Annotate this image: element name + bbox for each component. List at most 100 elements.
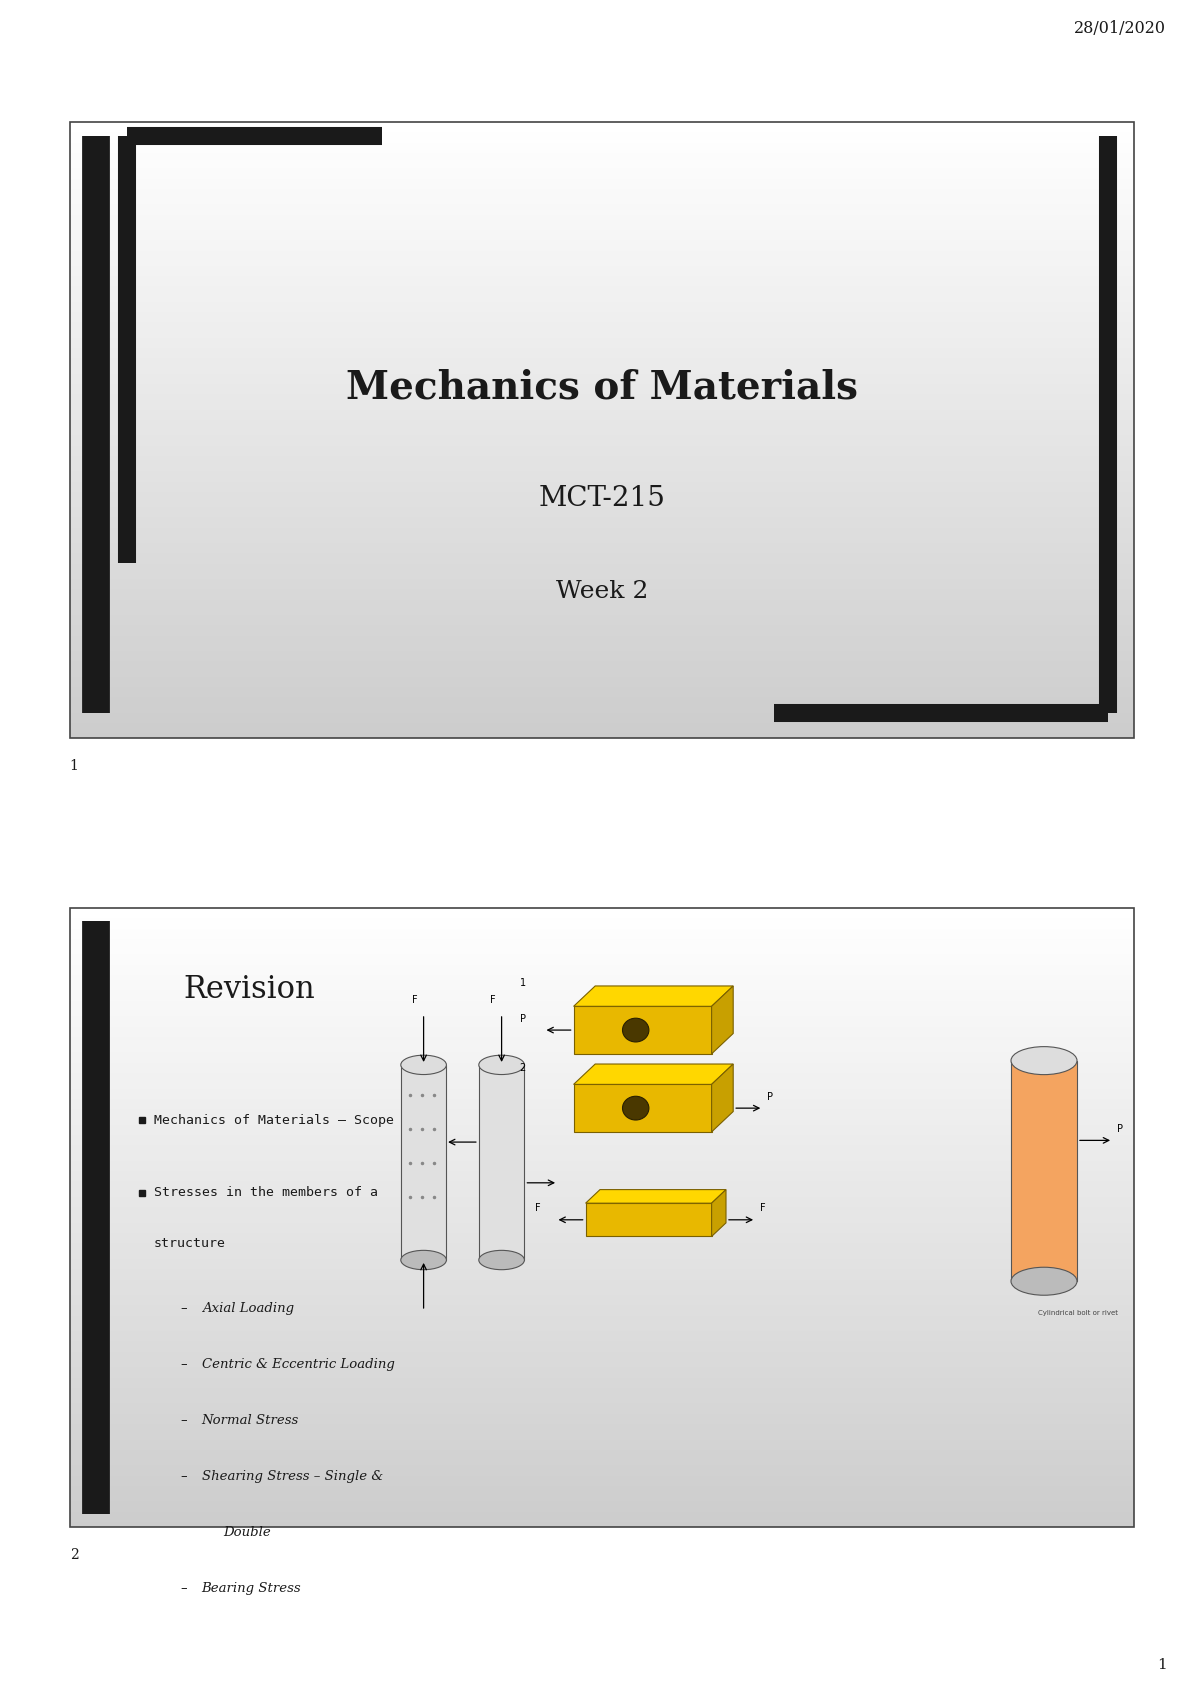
Bar	[70, 697, 1134, 703]
Ellipse shape	[1010, 1268, 1078, 1295]
Text: 28/01/2020: 28/01/2020	[1074, 20, 1166, 37]
Bar	[70, 1017, 1134, 1022]
Bar	[70, 368, 1134, 373]
Bar	[70, 1073, 1134, 1078]
Bar	[70, 1290, 1134, 1295]
Bar	[70, 1353, 1134, 1358]
Bar	[70, 1502, 1134, 1507]
Bar	[70, 1444, 1134, 1449]
Bar	[70, 1330, 1134, 1336]
Bar	[70, 297, 1134, 302]
Bar	[70, 507, 1134, 512]
Bar	[70, 292, 1134, 297]
Bar	[70, 188, 1134, 193]
Bar	[70, 193, 1134, 199]
Bar	[70, 1414, 1134, 1419]
Bar	[70, 971, 1134, 976]
Bar	[70, 1320, 1134, 1325]
Bar	[70, 122, 1134, 127]
Bar	[70, 137, 1134, 143]
Bar	[70, 363, 1134, 368]
Bar	[70, 1398, 1134, 1403]
Bar	[70, 918, 1134, 923]
Bar	[70, 178, 1134, 183]
Bar	[70, 692, 1134, 697]
Bar	[70, 1497, 1134, 1502]
Bar	[70, 1145, 1134, 1151]
Bar	[70, 667, 1134, 672]
Bar	[70, 204, 1134, 209]
Bar	[70, 1373, 1134, 1378]
Bar	[70, 574, 1134, 579]
Bar	[70, 338, 1134, 343]
Bar	[70, 1244, 1134, 1249]
Text: –: –	[180, 1470, 187, 1483]
Bar	[70, 959, 1134, 964]
Bar	[70, 1439, 1134, 1444]
Bar	[70, 477, 1134, 482]
Bar	[70, 1466, 1134, 1471]
Bar	[70, 251, 1134, 256]
Bar	[70, 358, 1134, 363]
Bar	[70, 272, 1134, 277]
Bar	[70, 389, 1134, 394]
Bar	[70, 1454, 1134, 1459]
Text: P: P	[1116, 1123, 1123, 1134]
Ellipse shape	[479, 1056, 524, 1074]
Bar	[70, 1125, 1134, 1130]
Bar	[70, 487, 1134, 492]
Text: Stresses in the members of a: Stresses in the members of a	[154, 1186, 378, 1200]
Text: F: F	[412, 996, 418, 1005]
Bar	[70, 548, 1134, 553]
Polygon shape	[574, 986, 733, 1006]
Text: 2: 2	[70, 1548, 78, 1561]
Bar	[70, 723, 1134, 728]
Bar	[70, 1310, 1134, 1315]
Bar	[70, 630, 1134, 635]
Bar	[70, 1459, 1134, 1466]
Bar	[70, 1212, 1134, 1218]
Bar	[70, 568, 1134, 574]
Bar	[70, 424, 1134, 429]
Bar	[70, 538, 1134, 543]
Bar	[70, 1512, 1134, 1517]
Bar	[70, 1115, 1134, 1120]
Text: 1: 1	[520, 977, 526, 988]
Bar	[70, 492, 1134, 497]
Bar	[70, 328, 1134, 333]
Polygon shape	[586, 1190, 726, 1203]
Bar	[70, 1449, 1134, 1454]
Bar	[70, 1057, 1134, 1062]
Bar	[70, 1083, 1134, 1088]
Text: Mechanics of Materials: Mechanics of Materials	[346, 368, 858, 407]
Bar	[70, 619, 1134, 624]
Bar	[70, 579, 1134, 584]
Ellipse shape	[401, 1056, 446, 1074]
Polygon shape	[574, 1064, 733, 1084]
Text: Axial Loading: Axial Loading	[202, 1302, 294, 1315]
Bar	[70, 353, 1134, 358]
Bar	[70, 1424, 1134, 1429]
Text: F: F	[490, 996, 496, 1005]
Bar	[70, 677, 1134, 682]
Bar	[70, 1419, 1134, 1424]
Bar	[70, 173, 1134, 178]
Bar	[70, 456, 1134, 462]
Bar	[70, 122, 1134, 738]
Bar	[70, 287, 1134, 292]
Bar	[70, 143, 1134, 148]
Bar	[70, 672, 1134, 677]
Bar	[70, 322, 1134, 328]
Bar	[70, 1120, 1134, 1125]
Text: P: P	[767, 1091, 773, 1101]
Bar	[70, 256, 1134, 261]
Bar	[70, 219, 1134, 224]
Bar	[70, 333, 1134, 338]
Bar	[70, 1363, 1134, 1368]
Bar	[70, 543, 1134, 548]
Bar	[70, 241, 1134, 246]
Bar	[70, 563, 1134, 568]
Bar	[70, 1110, 1134, 1115]
Bar	[70, 404, 1134, 409]
Bar	[70, 1234, 1134, 1239]
